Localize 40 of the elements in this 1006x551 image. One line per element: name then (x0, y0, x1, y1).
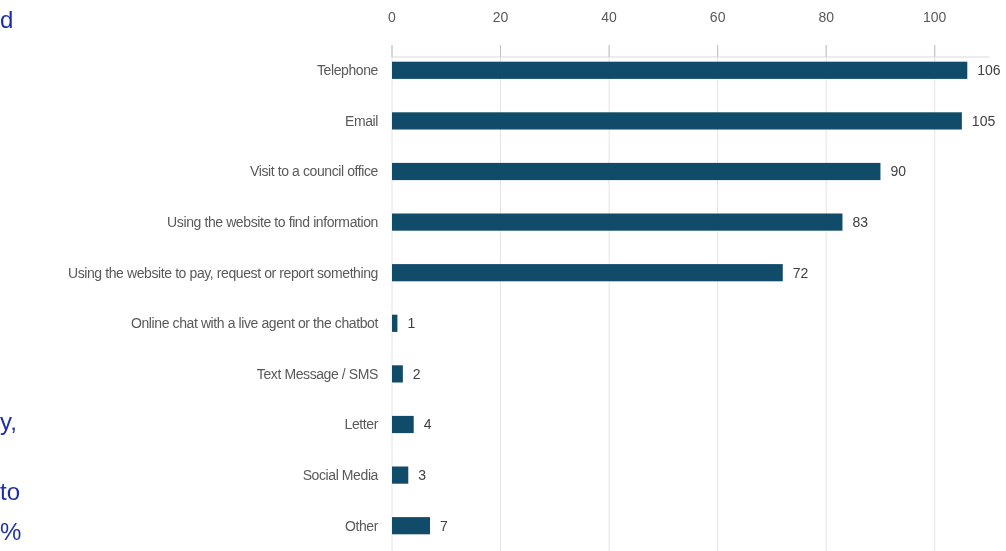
bar (392, 365, 403, 383)
data-label: 7 (439, 517, 448, 534)
bar (392, 112, 962, 130)
y-tick-label: Email (344, 112, 379, 129)
y-tick-label: Other (344, 517, 379, 534)
y-tick-label: Social Media (302, 467, 379, 483)
bar (392, 415, 414, 434)
x-tick-label: 60 (709, 9, 726, 25)
bar (392, 162, 881, 181)
data-label: 2 (412, 365, 421, 382)
y-tick-label: Visit to a council office (249, 163, 379, 180)
text: y, (0, 408, 17, 435)
bar (392, 264, 783, 282)
x-tick-label: 40 (601, 9, 618, 25)
data-label: 72 (792, 264, 809, 281)
data-label: 3 (418, 467, 427, 483)
text: to (0, 478, 21, 505)
data-label: 106 (977, 62, 1001, 79)
text: % (0, 518, 22, 545)
y-tick-label: Online chat with a live agent or the chatbot (130, 315, 379, 332)
data-label: 83 (852, 214, 869, 230)
x-tick-label: 0 (388, 9, 397, 25)
data-label: 1 (407, 315, 416, 332)
bar (392, 466, 409, 484)
y-tick-label: Using the website to pay, request or report something (67, 264, 378, 281)
x-tick-label: 80 (818, 9, 835, 25)
bar (392, 213, 843, 231)
data-label: 105 (971, 112, 996, 129)
y-tick-label: Text Message / SMS (256, 365, 379, 382)
x-tick-label: 100 (923, 9, 947, 25)
bar (392, 61, 968, 79)
data-label: 90 (890, 163, 907, 180)
data-label: 4 (423, 416, 432, 433)
bar (392, 314, 398, 332)
x-tick-label: 20 (492, 9, 509, 25)
bar (392, 517, 430, 535)
y-tick-label: Telephone (316, 62, 379, 79)
text: d (0, 6, 14, 33)
y-tick-label: Using the website to find information (167, 214, 378, 230)
y-tick-label: Letter (344, 416, 379, 433)
